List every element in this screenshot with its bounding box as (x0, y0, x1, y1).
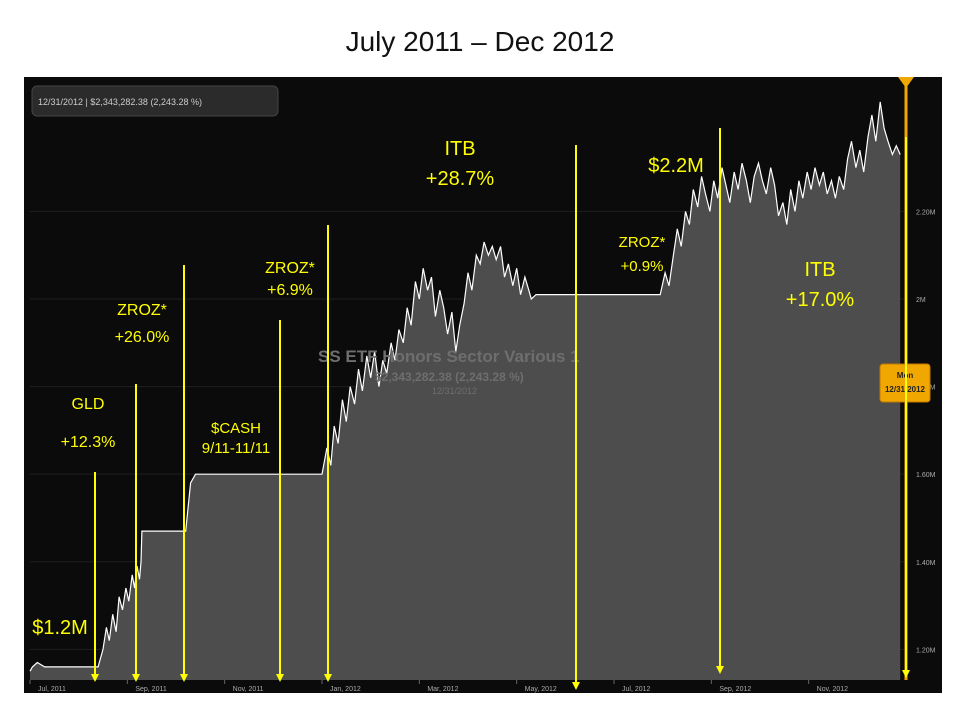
x-tick-label: Jan, 2012 (330, 686, 361, 693)
watermark-value: $2,343,282.38 (2,243.28 %) (375, 370, 524, 384)
trade-marker-arrowhead (180, 674, 188, 682)
watermark-date: 12/31/2012 (432, 386, 477, 396)
trade-marker-arrowhead (132, 674, 140, 682)
area-layer (29, 101, 901, 680)
trade-marker-arrowhead (276, 674, 284, 682)
cursor-top-marker (898, 77, 914, 88)
y-tick-label: 2.20M (916, 209, 936, 216)
x-tick-label: Nov, 2012 (817, 686, 848, 693)
annotation-label: ZROZ* (117, 302, 167, 319)
slide-title: July 2011 – Dec 2012 (345, 26, 615, 57)
trade-marker-arrowhead (91, 674, 99, 682)
annotation-label: 9/11-11/11 (202, 440, 270, 457)
trade-marker-arrowhead (716, 666, 724, 674)
y-tick-label: 1.40M (916, 560, 936, 567)
annotation-label: $1.2M (32, 617, 88, 639)
annotation-label: +0.9% (621, 258, 664, 275)
annotation-label: +26.0% (115, 329, 170, 346)
watermark: SS ETF Honors Sector Various 1 $2,343,28… (318, 347, 580, 396)
y-tick-label: 1.20M (916, 647, 936, 654)
readout-box: 12/31/2012 | $2,343,282.38 (2,243.28 %) (31, 85, 279, 117)
value-area (30, 101, 901, 680)
annotation-label: GLD (72, 396, 105, 413)
annotation-label: ZROZ* (619, 234, 666, 251)
annotation-label: $CASH (211, 420, 261, 437)
annotation-label: $2.2M (648, 155, 704, 177)
y-tick-label: 2M (916, 297, 926, 304)
x-tick-label: Sep, 2011 (135, 686, 167, 693)
x-tick-label: Sep, 2012 (719, 686, 751, 693)
x-tick-label: May, 2012 (525, 686, 557, 693)
annotation-label: ITB (444, 138, 475, 160)
annotations: GLD +12.3% ZROZ* +26.0% $CASH 9/11-11/11 ZROZ*… (32, 138, 854, 639)
trade-marker-arrowhead (902, 670, 910, 678)
annotation-label: +6.9% (267, 282, 313, 299)
y-tick-label: 1.60M (916, 472, 936, 479)
trade-markers (91, 128, 910, 690)
x-tick-label: Mar, 2012 (427, 686, 458, 693)
annotation-label: +28.7% (426, 168, 495, 190)
annotation-label: ITB (804, 259, 835, 281)
annotation-label: +17.0% (786, 289, 855, 311)
value-line (29, 101, 901, 672)
header-readout: 12/31/2012 | $2,343,282.38 (2,243.28 %) (38, 97, 202, 107)
x-tick-label: Jul, 2011 (38, 686, 66, 693)
annotation-label: ZROZ* (265, 260, 315, 277)
x-axis: Jul, 2011 Sep, 2011 Nov, 2011 Jan, 2012 Mar,… (29, 680, 848, 693)
trade-marker-arrowhead (572, 682, 580, 690)
x-tick-label: Nov, 2011 (233, 686, 264, 693)
trade-marker-arrowhead (324, 674, 332, 682)
watermark-name: SS ETF Honors Sector Various 1 (318, 347, 580, 366)
annotation-label: +12.3% (61, 434, 116, 451)
x-tick-label: Jul, 2012 (622, 686, 651, 693)
